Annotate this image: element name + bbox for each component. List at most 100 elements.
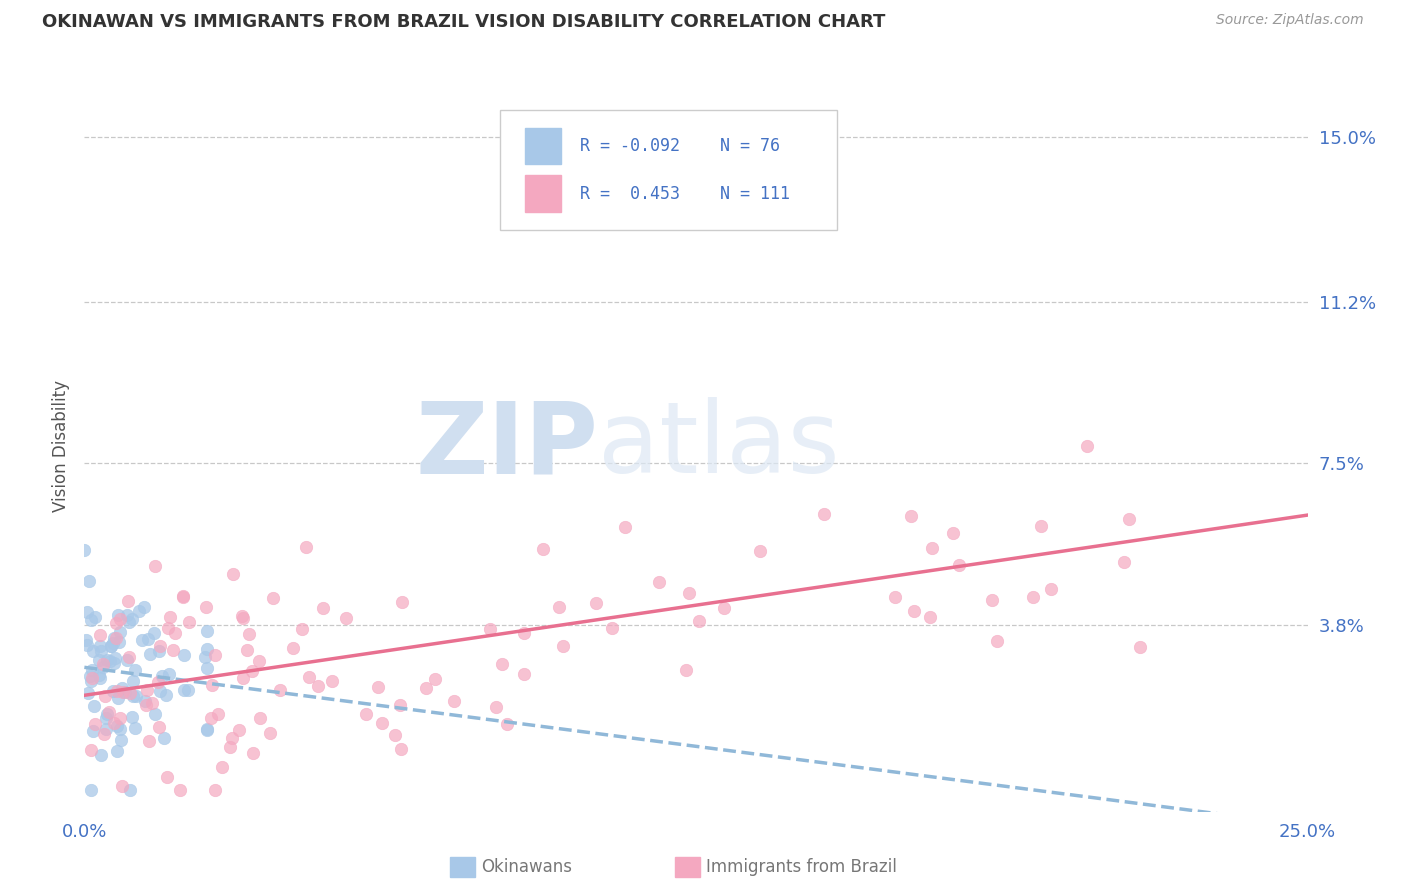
- Point: [157, 666, 180, 681]
- Point: [148, 644, 170, 658]
- Point: [291, 622, 314, 636]
- Point: [76, 605, 98, 619]
- Point: [118, 783, 141, 797]
- Point: [118, 685, 141, 699]
- Point: [149, 683, 172, 698]
- Point: [111, 779, 134, 793]
- Point: [121, 690, 143, 704]
- Point: [240, 664, 263, 678]
- Point: [105, 683, 128, 698]
- Point: [921, 541, 943, 555]
- Point: [384, 728, 406, 742]
- Point: [76, 638, 98, 652]
- Point: [80, 783, 103, 797]
- Point: [108, 624, 131, 639]
- Point: [110, 711, 132, 725]
- Point: [96, 706, 118, 721]
- Point: [211, 760, 233, 774]
- Point: [136, 683, 159, 698]
- Point: [89, 653, 111, 667]
- Point: [195, 722, 218, 736]
- Point: [155, 688, 177, 702]
- Point: [156, 621, 179, 635]
- Point: [173, 648, 195, 662]
- Point: [238, 627, 260, 641]
- Point: [678, 586, 700, 600]
- Point: [443, 694, 465, 708]
- Point: [1040, 582, 1063, 597]
- Point: [82, 663, 104, 677]
- Point: [647, 574, 669, 589]
- Point: [136, 632, 159, 647]
- Point: [247, 654, 270, 668]
- Point: [903, 604, 925, 618]
- Point: [77, 686, 100, 700]
- Point: [104, 651, 127, 665]
- Text: R =  0.453    N = 111: R = 0.453 N = 111: [579, 185, 790, 202]
- Point: [105, 615, 128, 630]
- Point: [207, 707, 229, 722]
- Point: [219, 739, 242, 754]
- Point: [221, 731, 243, 746]
- Point: [1129, 640, 1152, 654]
- Point: [75, 633, 97, 648]
- Point: [389, 741, 412, 756]
- Point: [107, 691, 129, 706]
- Point: [152, 669, 174, 683]
- Point: [111, 681, 134, 695]
- Point: [112, 684, 135, 698]
- Point: [153, 731, 176, 745]
- Point: [105, 632, 128, 646]
- Point: [1118, 512, 1140, 526]
- Point: [91, 660, 114, 674]
- Point: [242, 746, 264, 760]
- Point: [73, 543, 96, 558]
- Bar: [524, 128, 561, 164]
- Point: [89, 628, 111, 642]
- Point: [195, 641, 218, 656]
- Text: Immigrants from Brazil: Immigrants from Brazil: [706, 858, 897, 876]
- Point: [169, 783, 191, 797]
- Point: [204, 648, 226, 662]
- Point: [496, 717, 519, 731]
- Point: [195, 624, 218, 639]
- Point: [165, 625, 187, 640]
- Point: [942, 526, 965, 541]
- Point: [135, 698, 157, 713]
- Point: [105, 744, 128, 758]
- Point: [312, 600, 335, 615]
- Text: OKINAWAN VS IMMIGRANTS FROM BRAZIL VISION DISABILITY CORRELATION CHART: OKINAWAN VS IMMIGRANTS FROM BRAZIL VISIO…: [42, 13, 886, 31]
- Point: [232, 671, 254, 685]
- Point: [101, 684, 124, 698]
- Point: [110, 732, 132, 747]
- Point: [883, 591, 905, 605]
- Point: [96, 722, 118, 736]
- Point: [688, 614, 710, 628]
- Point: [141, 696, 163, 710]
- Point: [100, 640, 122, 654]
- Point: [114, 685, 136, 699]
- Point: [146, 675, 169, 690]
- Point: [93, 727, 115, 741]
- Point: [80, 674, 103, 689]
- Point: [87, 667, 110, 681]
- Point: [388, 698, 411, 713]
- Point: [177, 615, 200, 629]
- Point: [354, 707, 377, 722]
- Point: [143, 706, 166, 721]
- Point: [103, 657, 125, 671]
- Bar: [524, 176, 561, 212]
- Point: [98, 705, 121, 719]
- Point: [204, 783, 226, 797]
- Point: [295, 541, 318, 555]
- Point: [485, 700, 508, 714]
- Point: [749, 544, 772, 558]
- Point: [96, 653, 118, 667]
- Point: [900, 509, 922, 524]
- Point: [513, 666, 536, 681]
- Point: [231, 611, 253, 625]
- Point: [531, 541, 554, 556]
- Point: [110, 612, 132, 626]
- Point: [262, 591, 284, 605]
- Point: [100, 639, 122, 653]
